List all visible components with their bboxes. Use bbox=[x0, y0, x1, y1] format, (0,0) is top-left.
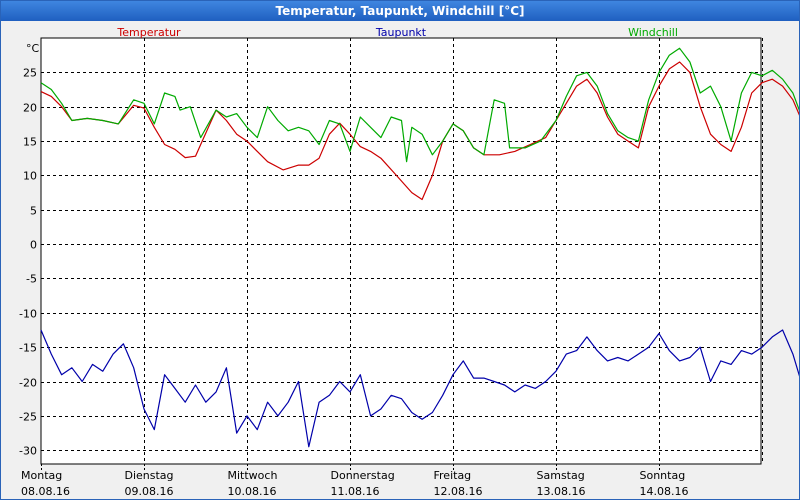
y-axis-label: °C bbox=[26, 42, 40, 55]
x-day-label: Samstag bbox=[537, 469, 585, 482]
y-tick-label: 10 bbox=[23, 170, 37, 183]
window-title: Temperatur, Taupunkt, Windchill [°C] bbox=[1, 1, 799, 21]
x-date-label: 09.08.16 bbox=[125, 485, 174, 498]
series-line-temperatur bbox=[40, 61, 799, 201]
y-tick-label: 5 bbox=[30, 205, 37, 218]
x-day-label: Freitag bbox=[434, 469, 472, 482]
plot-area bbox=[40, 37, 762, 465]
y-tick-label: -5 bbox=[26, 273, 37, 286]
y-tick-label: -10 bbox=[19, 308, 37, 321]
legend-taupunkt: Taupunkt bbox=[375, 26, 427, 39]
x-day-label: Montag bbox=[21, 469, 62, 482]
y-tick-label: 25 bbox=[23, 67, 37, 80]
y-tick-label: 20 bbox=[23, 102, 37, 115]
x-date-label: 14.08.16 bbox=[640, 485, 689, 498]
x-date-label: 11.08.16 bbox=[331, 485, 380, 498]
x-day-label: Sonntag bbox=[640, 469, 686, 482]
series-line-windchill bbox=[40, 47, 799, 163]
x-date-label: 12.08.16 bbox=[434, 485, 483, 498]
x-day-label: Dienstag bbox=[125, 469, 174, 482]
y-tick-label: -15 bbox=[19, 342, 37, 355]
chart-plot: 25 20 15 10 5 0 -5 -10 -15 -20 -25 -30 °C Montag 08.08… bbox=[19, 26, 799, 498]
x-day-label: Donnerstag bbox=[331, 469, 395, 482]
y-tick-label: -20 bbox=[19, 377, 37, 390]
y-tick-label: 0 bbox=[30, 239, 37, 252]
legend-temperatur: Temperatur bbox=[116, 26, 181, 39]
legend-windchill: Windchill bbox=[628, 26, 678, 39]
y-tick-label: -25 bbox=[19, 411, 37, 424]
y-tick-label: -30 bbox=[19, 445, 37, 458]
x-date-label: 13.08.16 bbox=[537, 485, 586, 498]
x-day-label: Mittwoch bbox=[228, 469, 278, 482]
series-line-taupunkt bbox=[40, 329, 799, 448]
y-tick-label: 15 bbox=[23, 136, 37, 149]
x-date-label: 08.08.16 bbox=[21, 485, 70, 498]
x-date-label: 10.08.16 bbox=[228, 485, 277, 498]
